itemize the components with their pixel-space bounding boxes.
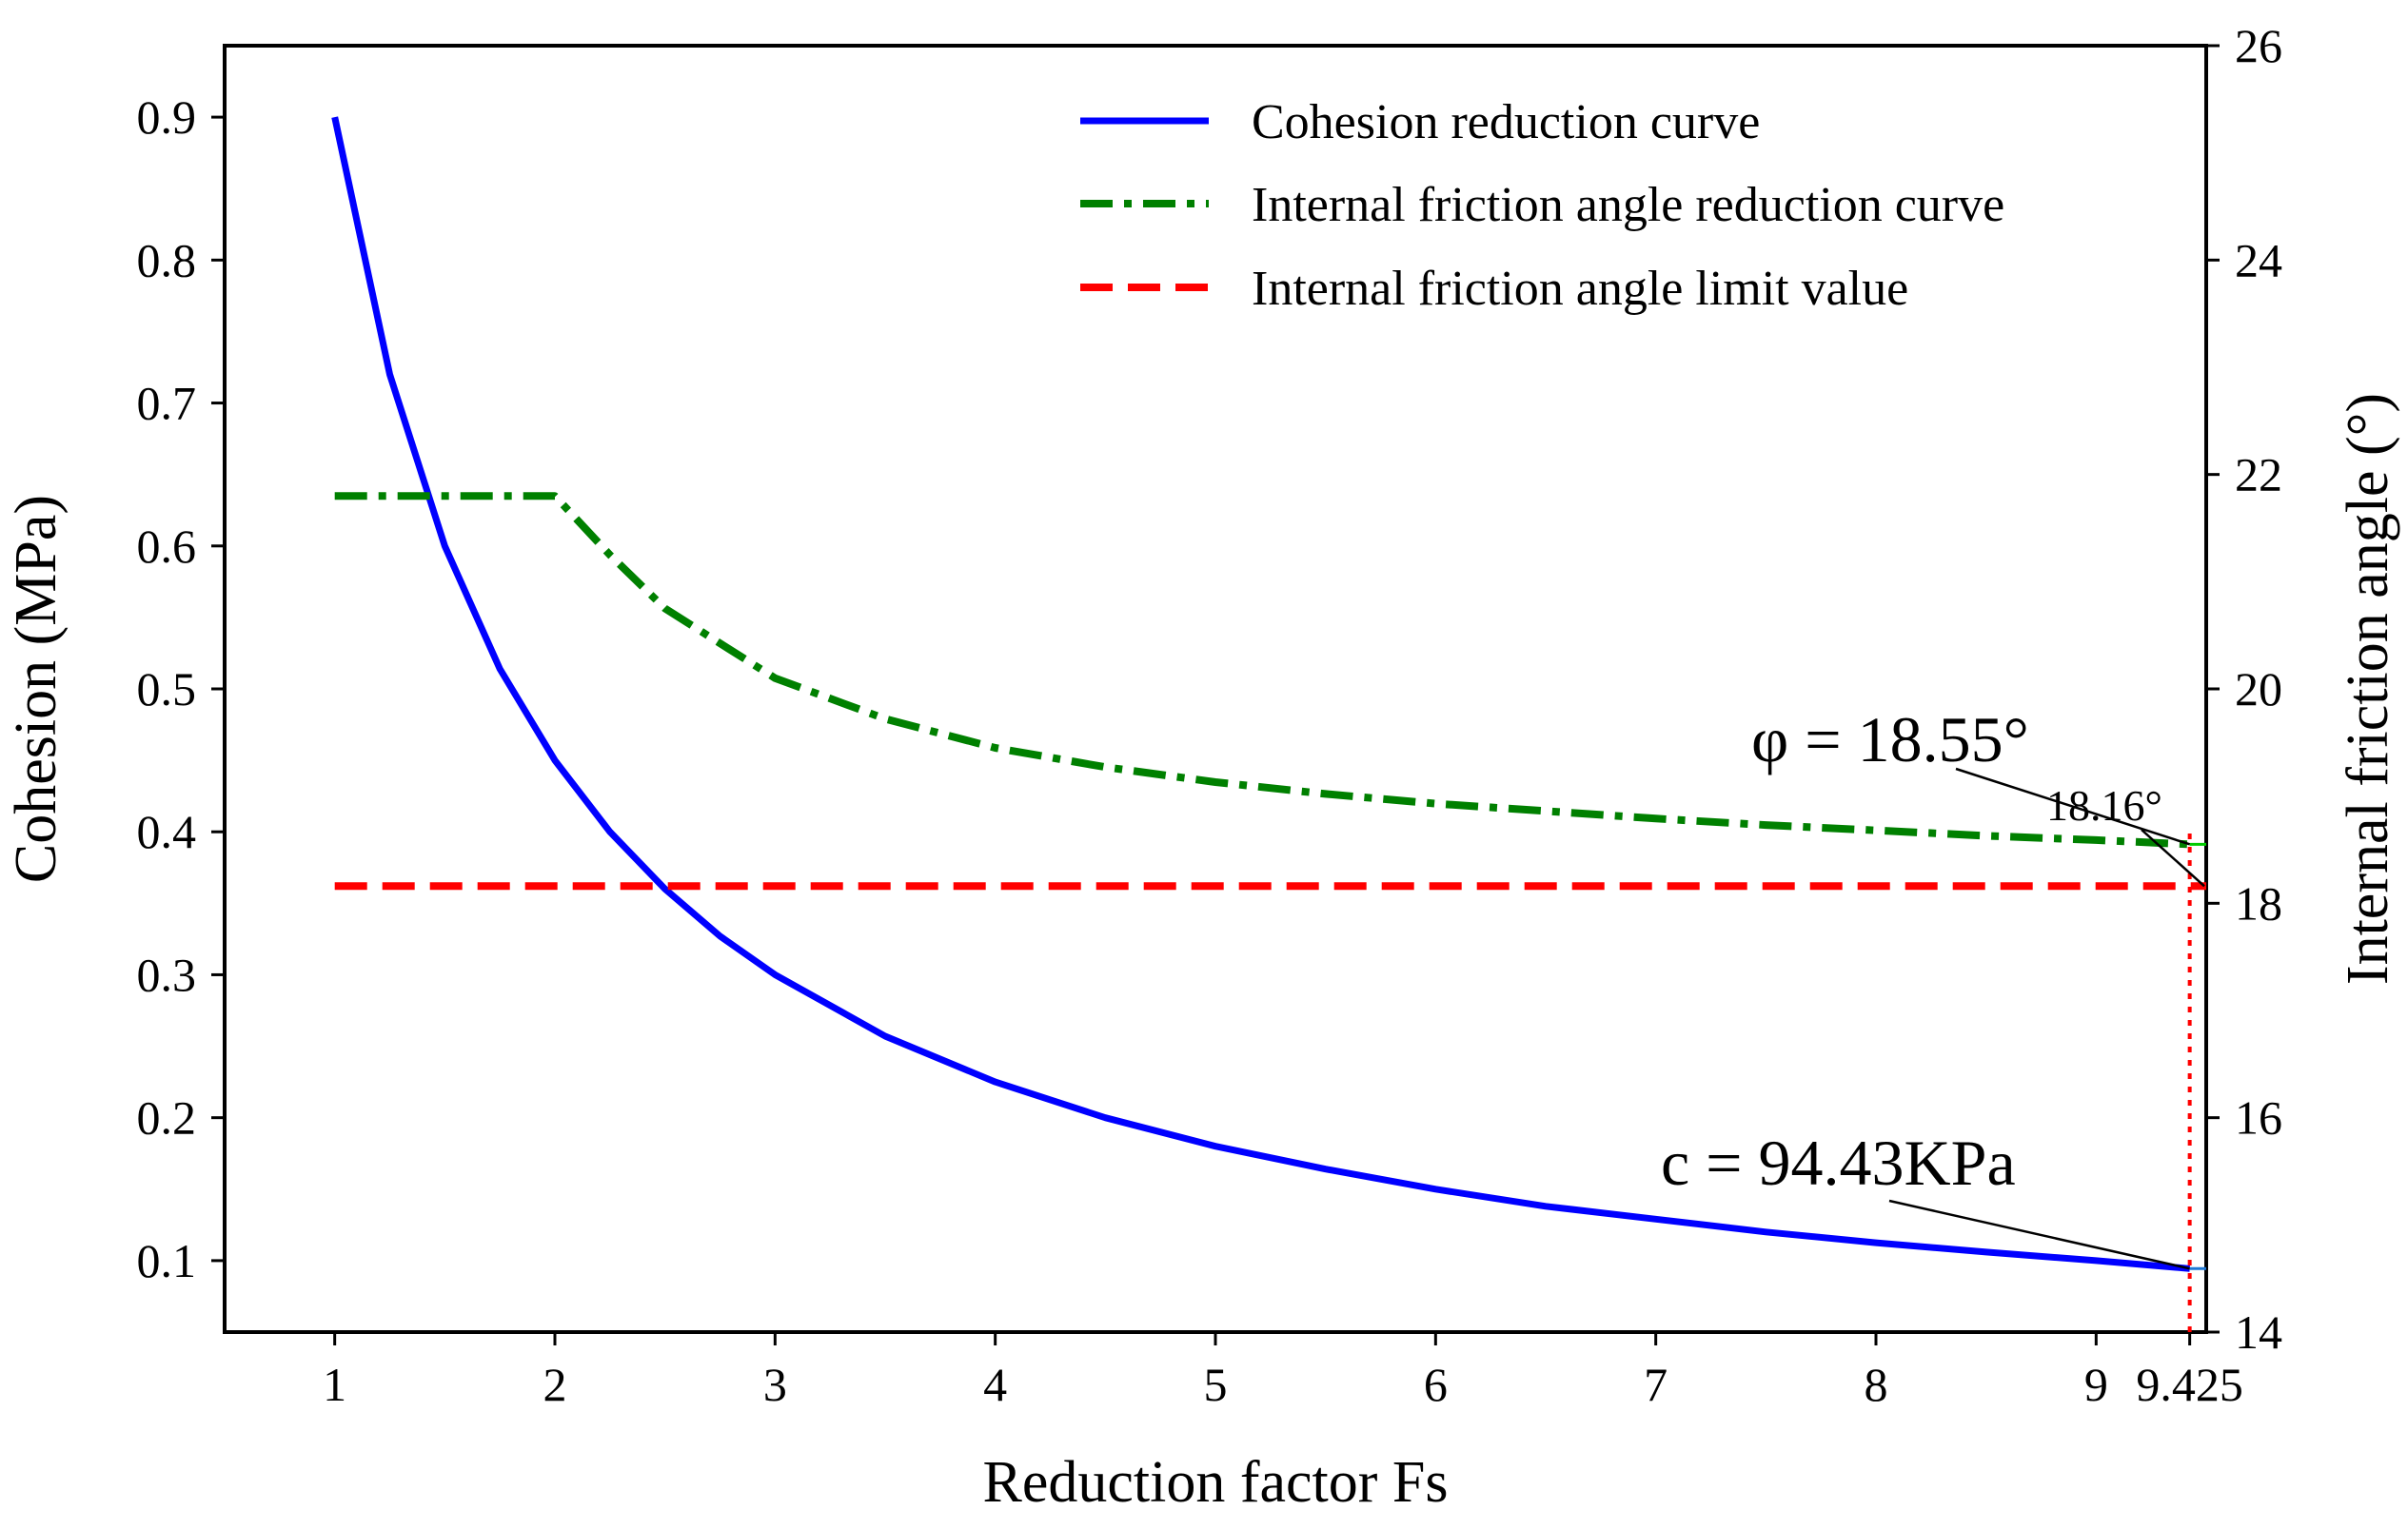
cohesion-annotation: c = 94.43KPa <box>1661 1127 2016 1199</box>
y-left-tick-label: 0.2 <box>137 1091 197 1145</box>
y-axis-right-title: Internal friction angle (°) <box>2336 393 2400 985</box>
x-tick-label: 7 <box>1644 1358 1668 1411</box>
limit-leader-line <box>2141 829 2205 888</box>
x-tick-label: 9 <box>2084 1358 2108 1411</box>
y-right-tick-label: 26 <box>2235 19 2282 72</box>
cohesion-curve <box>331 116 2190 1272</box>
x-tick-label: 9.425 <box>2136 1358 2243 1411</box>
reference-lines <box>2187 832 2206 1332</box>
phi-leader-line <box>1955 767 2191 846</box>
x-axis-title: Reduction factor Fs <box>982 1450 1448 1515</box>
legend-label-cohesion: Cohesion reduction curve <box>1252 95 1760 149</box>
legend-label-friction: Internal friction angle reduction curve <box>1252 178 2004 232</box>
y-left-tick-label: 0.9 <box>137 90 197 144</box>
x-axis: 1 2 3 4 5 6 7 8 9 9.425 <box>323 1332 2243 1411</box>
y-left-tick-label: 0.8 <box>137 233 197 286</box>
series-layer <box>331 116 2206 1272</box>
y-left-tick-label: 0.5 <box>137 662 197 716</box>
legend-label-limit: Internal friction angle limit value <box>1252 262 1908 316</box>
y-right-tick-label: 20 <box>2235 662 2282 716</box>
x-tick-label: 3 <box>763 1358 787 1411</box>
friction-angle-curve <box>334 492 2190 849</box>
legend: Cohesion reduction curve Internal fricti… <box>1080 95 2004 316</box>
y-left-tick-label: 0.1 <box>137 1234 197 1287</box>
x-tick-label: 8 <box>1865 1358 1888 1411</box>
x-tick-label: 1 <box>323 1358 346 1411</box>
y-left-tick-label: 0.6 <box>137 520 197 573</box>
y-axis-left: 0.1 0.2 0.3 0.4 0.5 0.6 0.7 0.8 0.9 <box>137 90 225 1287</box>
x-tick-label: 4 <box>983 1358 1007 1411</box>
cohesion-leader-line <box>1888 1199 2190 1270</box>
y-right-tick-label: 18 <box>2235 876 2282 930</box>
x-tick-label: 6 <box>1424 1358 1448 1411</box>
y-left-tick-label: 0.7 <box>137 377 197 430</box>
limit-annotation: 18.16° <box>2046 781 2162 830</box>
x-tick-label: 2 <box>543 1358 567 1411</box>
phi-annotation: φ = 18.55° <box>1751 703 2029 775</box>
y-right-tick-label: 22 <box>2235 448 2282 501</box>
y-left-tick-label: 0.4 <box>137 805 197 858</box>
y-axis-right: 14 16 18 20 22 24 26 <box>2206 19 2282 1359</box>
y-right-tick-label: 14 <box>2235 1305 2282 1359</box>
x-tick-label: 5 <box>1204 1358 1228 1411</box>
y-axis-left-title: Cohesion (MPa) <box>4 495 69 883</box>
y-right-tick-label: 24 <box>2235 233 2282 286</box>
annotations <box>1888 767 2205 1270</box>
y-left-tick-label: 0.3 <box>137 948 197 1001</box>
y-right-tick-label: 16 <box>2235 1091 2282 1145</box>
